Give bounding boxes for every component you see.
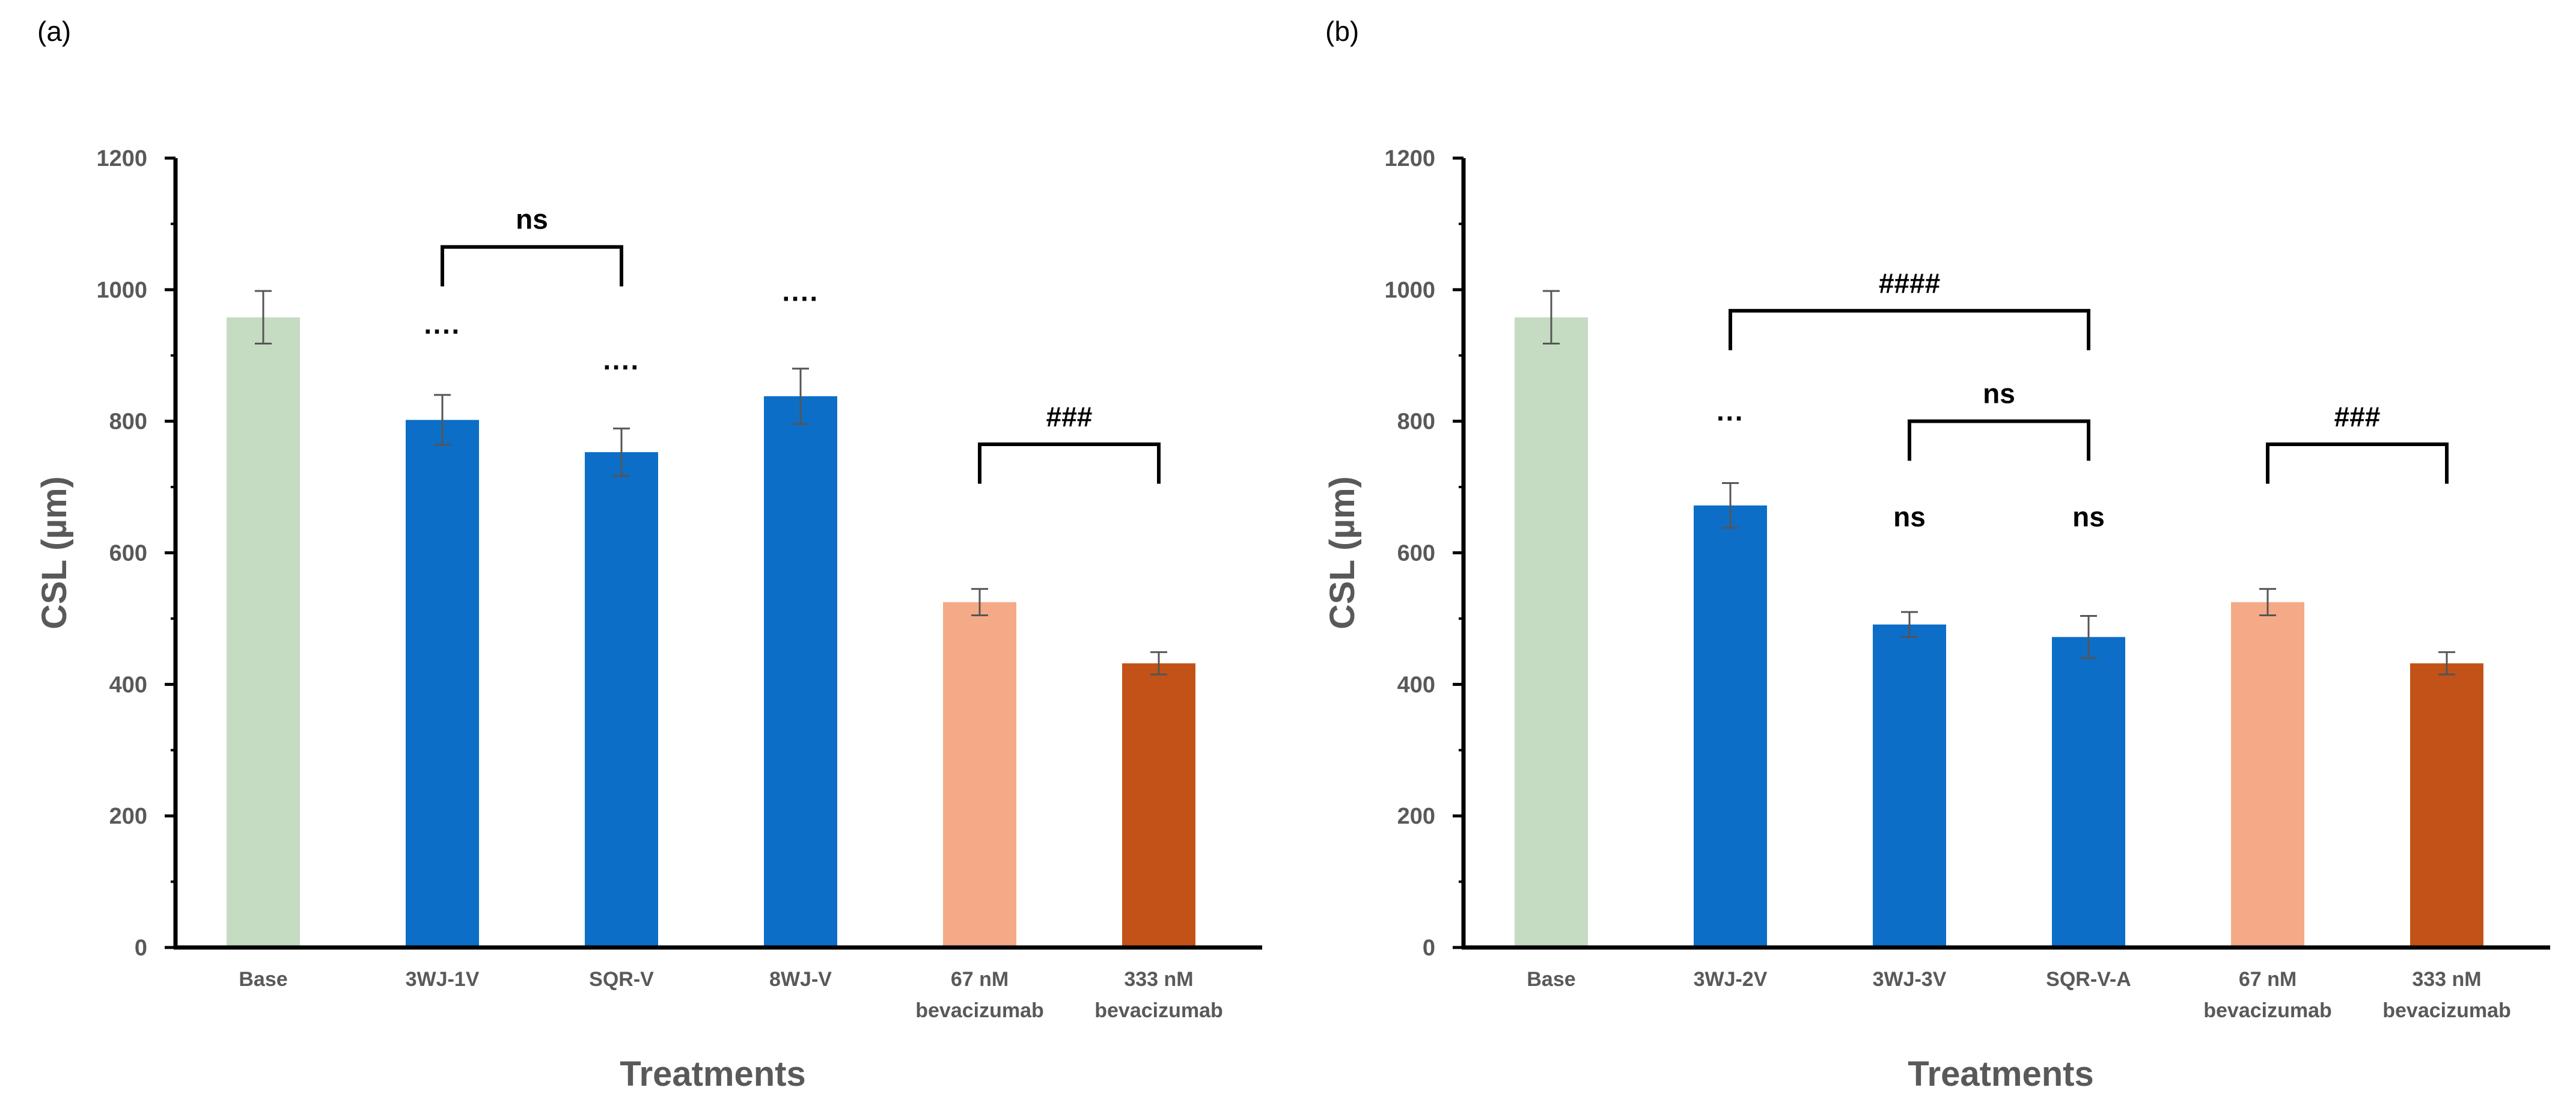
significance-bracket <box>441 245 623 287</box>
bar-sqr-v-a <box>2052 637 2125 947</box>
bar-333-nm-bevacizumab <box>2410 663 2483 947</box>
significance-marker: ns <box>1893 501 1926 533</box>
error-bar <box>971 588 988 616</box>
error-bar <box>2080 615 2097 660</box>
x-tick-label-line: 3WJ-3V <box>1873 968 1947 991</box>
chart-panel-a: (a) 0 200 400 600 800 1000 1200 Base 3WJ-1V SQR-V 8… <box>35 16 1262 1094</box>
x-tick-label-line: 333 nM <box>2412 968 2481 991</box>
x-tick-label: 3WJ-1V <box>406 968 480 991</box>
x-tick-label-line: bevacizumab <box>2382 999 2511 1022</box>
bar-3wj-2v <box>1694 505 1767 947</box>
significance-marker: ··· <box>1717 403 1744 434</box>
y-tick-label: 400 <box>109 672 147 697</box>
y-tick-label: 1000 <box>1384 278 1435 303</box>
error-bar <box>434 394 451 446</box>
bracket-label: ### <box>1046 401 1093 432</box>
x-tick-label: 8WJ-V <box>769 968 832 991</box>
x-tick-label: 3WJ-3V <box>1873 968 1947 991</box>
x-tick-label: SQR-V-A <box>2046 968 2131 991</box>
x-tick-label: SQR-V <box>589 968 654 991</box>
y-tick-label: 1200 <box>96 146 147 171</box>
bar-base <box>1515 317 1588 947</box>
x-tick-label-line: 8WJ-V <box>769 968 832 991</box>
significance-bracket <box>1908 419 2090 461</box>
bar-67-nm-bevacizumab <box>943 602 1016 947</box>
y-tick-label: 0 <box>1423 935 1435 961</box>
significance-marker: ns <box>2072 501 2105 533</box>
x-tick-label: 333 nM bevacizumab <box>2382 968 2511 1022</box>
significance-bracket <box>1729 308 2090 350</box>
chart-panel-b: (b) 0 200 400 600 800 1000 1200 Base 3WJ-2V 3WJ-3V… <box>1323 16 2550 1094</box>
x-axis-title: Treatments <box>620 1054 805 1094</box>
y-axis-title: CSL (µm) <box>1323 476 1362 629</box>
y-axis-title: CSL (µm) <box>35 476 74 629</box>
bar-8wj-v <box>764 396 837 947</box>
y-tick-label: 600 <box>1397 541 1435 566</box>
y-tick-label: 0 <box>135 935 147 961</box>
bracket-label: ns <box>1983 378 2015 409</box>
x-tick-label-line: 3WJ-1V <box>406 968 480 991</box>
error-bar <box>1901 611 1918 638</box>
x-tick-label-line: Base <box>1527 968 1575 991</box>
x-tick-label: Base <box>1527 968 1575 991</box>
y-tick-label: 200 <box>1397 804 1435 829</box>
x-tick-label-line: 67 nM <box>2239 968 2297 991</box>
x-tick-label-line: bevacizumab <box>1094 999 1223 1022</box>
error-bar <box>2438 651 2455 676</box>
x-tick-label: 67 nM bevacizumab <box>2203 968 2332 1022</box>
bar-sqr-v <box>585 452 658 947</box>
bracket-label: ns <box>516 204 548 235</box>
bar-3wj-3v <box>1873 624 1946 947</box>
error-bar <box>1150 651 1167 676</box>
bar-base <box>227 317 300 947</box>
x-tick-label: 67 nM bevacizumab <box>915 968 1044 1022</box>
significance-marker: ···· <box>782 283 819 314</box>
panel-label: (b) <box>1325 16 1359 47</box>
y-tick-label: 800 <box>109 409 147 435</box>
error-bar <box>613 427 630 477</box>
error-bar <box>2259 588 2276 616</box>
x-tick-label-line: bevacizumab <box>2203 999 2332 1022</box>
y-tick-label: 1200 <box>1384 146 1435 171</box>
panel-label: (a) <box>37 16 71 47</box>
x-tick-label-line: SQR-V-A <box>2046 968 2131 991</box>
significance-marker: ···· <box>603 351 639 382</box>
x-tick-label: 333 nM bevacizumab <box>1094 968 1223 1022</box>
significance-bracket <box>978 442 1161 484</box>
x-tick-label: Base <box>239 968 287 991</box>
error-bar <box>255 290 272 345</box>
x-tick-label-line: Base <box>239 968 287 991</box>
x-tick-label-line: bevacizumab <box>915 999 1044 1022</box>
error-bar <box>792 367 809 425</box>
x-tick-label-line: SQR-V <box>589 968 654 991</box>
bar-3wj-1v <box>406 420 479 947</box>
y-tick-label: 800 <box>1397 409 1435 435</box>
bar-333-nm-bevacizumab <box>1122 663 1195 947</box>
y-tick-label: 400 <box>1397 672 1435 697</box>
x-axis-title: Treatments <box>1908 1054 2093 1094</box>
error-bar <box>1543 290 1560 345</box>
significance-marker: ···· <box>424 316 460 347</box>
x-tick-label-line: 3WJ-2V <box>1694 968 1768 991</box>
bracket-label: #### <box>1879 268 1940 299</box>
y-tick-label: 600 <box>109 541 147 566</box>
bracket-label: ### <box>2334 401 2381 432</box>
significance-bracket <box>2266 442 2449 484</box>
x-tick-label-line: 333 nM <box>1124 968 1193 991</box>
x-tick-label-line: 67 nM <box>951 968 1009 991</box>
error-bar <box>1722 482 1739 529</box>
y-tick-label: 200 <box>109 804 147 829</box>
bar-67-nm-bevacizumab <box>2231 602 2304 947</box>
x-tick-label: 3WJ-2V <box>1694 968 1768 991</box>
y-tick-label: 1000 <box>96 278 147 303</box>
